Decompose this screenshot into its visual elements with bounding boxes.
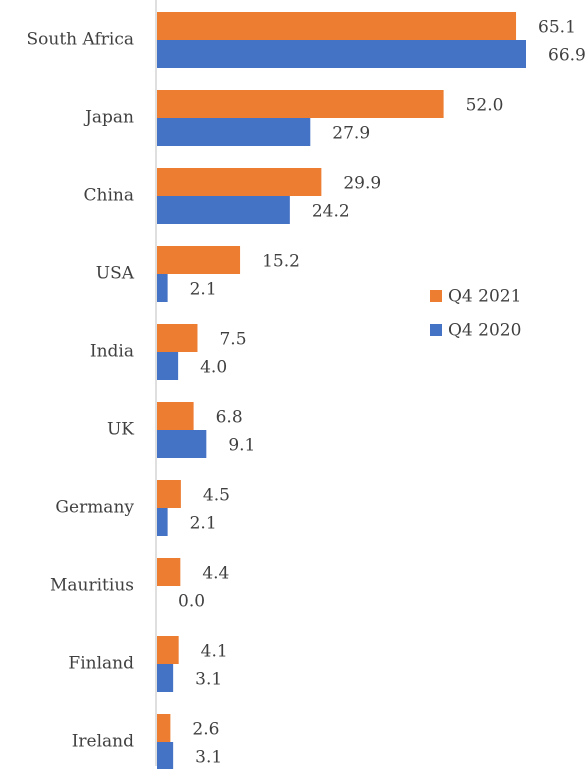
value-label: 9.1	[228, 436, 255, 456]
bar	[157, 430, 207, 458]
category-label: USA	[96, 264, 135, 284]
legend-swatch	[430, 324, 442, 336]
bar	[157, 742, 174, 769]
value-label: 7.5	[219, 330, 246, 350]
value-label: 4.4	[202, 564, 229, 584]
category-label: Japan	[83, 108, 134, 128]
bar	[157, 118, 311, 146]
bar	[157, 714, 171, 742]
value-label: 4.5	[203, 486, 230, 506]
bar	[157, 196, 290, 224]
value-label: 27.9	[332, 124, 370, 144]
value-label: 0.0	[178, 592, 205, 612]
category-label: Germany	[55, 498, 134, 518]
bar	[157, 636, 179, 664]
bar	[157, 246, 241, 274]
bar	[157, 168, 322, 196]
category-label: Mauritius	[50, 576, 134, 596]
bar	[157, 664, 174, 692]
bar	[157, 90, 444, 118]
bar	[157, 324, 198, 352]
bar	[157, 480, 181, 508]
category-label: South Africa	[26, 30, 134, 50]
bar	[157, 12, 517, 40]
category-label: China	[84, 186, 134, 206]
value-label: 3.1	[195, 670, 222, 690]
value-label: 4.0	[200, 358, 227, 378]
legend-label: Q4 2020	[448, 321, 521, 341]
bar	[157, 352, 179, 380]
bar	[157, 40, 526, 68]
value-label: 24.2	[312, 202, 350, 222]
value-label: 65.1	[538, 18, 576, 38]
category-label: UK	[107, 420, 134, 440]
legend-label: Q4 2021	[448, 287, 521, 307]
value-label: 66.9	[548, 46, 586, 66]
value-label: 6.8	[216, 408, 243, 428]
value-label: 3.1	[195, 748, 222, 768]
legend-swatch	[430, 290, 442, 302]
value-label: 2.1	[190, 514, 217, 534]
bar	[157, 274, 168, 302]
category-label: Ireland	[72, 732, 134, 752]
category-label: India	[90, 342, 134, 362]
bar	[157, 558, 181, 586]
value-label: 2.1	[190, 280, 217, 300]
bar	[157, 402, 194, 430]
value-label: 29.9	[343, 174, 381, 194]
bar	[157, 508, 168, 536]
value-label: 4.1	[201, 642, 228, 662]
value-label: 2.6	[192, 720, 219, 740]
value-label: 15.2	[262, 252, 300, 272]
category-label: Finland	[68, 654, 134, 674]
value-label: 52.0	[466, 96, 504, 116]
